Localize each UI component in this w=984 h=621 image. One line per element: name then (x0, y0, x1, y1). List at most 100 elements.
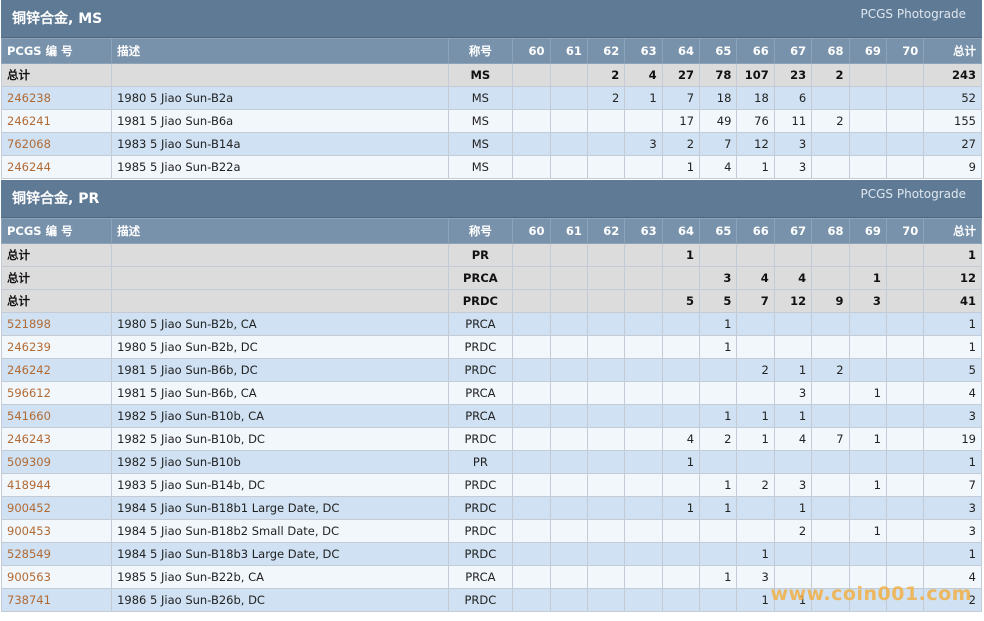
grade-count-cell (885, 155, 925, 179)
column-header-row: PCGS 编 号描述 称号 60 61 62 63 64 65 66 67 68 69 70 总计 (0, 38, 982, 64)
grade-count-cell (848, 358, 887, 382)
grade-count-cell (549, 542, 588, 566)
grade-count-cell (811, 132, 850, 156)
pcgs-number-link[interactable]: 246243 (7, 432, 51, 446)
grade-count-cell (624, 312, 663, 336)
grade-count-cell (848, 335, 887, 359)
pcgs-number-link[interactable]: 509309 (7, 455, 51, 469)
description-cell: 1986 5 Jiao Sun-B26b, DC (111, 588, 449, 612)
grade-count-cell (624, 381, 663, 405)
grade-count-cell (624, 427, 663, 451)
grade-count-cell (811, 335, 850, 359)
grade-count-cell: 17 (661, 109, 701, 133)
pcgs-number-link[interactable]: 246244 (7, 160, 51, 174)
table-row: 762068 1983 5 Jiao Sun-B14a MS 3 2 7 12 3 27 (0, 132, 982, 156)
pcgs-number-cell: 762068 (0, 132, 113, 156)
total-label: 总计 (0, 266, 113, 290)
table-row: 738741 1986 5 Jiao Sun-B26b, DC PRDC 1 1 2 (0, 588, 982, 612)
description-cell: 1984 5 Jiao Sun-B18b3 Large Date, DC (111, 542, 449, 566)
grade-count-cell: 2 (586, 63, 626, 87)
grade-count-cell (549, 155, 588, 179)
column-header: 64 (661, 38, 701, 64)
pcgs-number-cell: 900453 (0, 519, 113, 543)
grade-count-cell (736, 450, 775, 474)
grade-count-cell (549, 335, 588, 359)
table-row: 521898 1980 5 Jiao Sun-B2b, CA PRCA 1 1 (0, 312, 982, 336)
pcgs-number-link[interactable]: 418944 (7, 478, 51, 492)
grade-count-cell (586, 565, 626, 589)
grade-count-cell (848, 450, 887, 474)
grade-count-cell: 1 (773, 588, 813, 612)
grade-count-cell (661, 312, 701, 336)
grade-count-cell (624, 404, 663, 428)
designation-cell: MS (447, 109, 514, 133)
grade-count-cell (586, 496, 626, 520)
pcgs-number-link[interactable]: 900452 (7, 501, 51, 515)
pcgs-number-link[interactable]: 246238 (7, 91, 51, 105)
grade-count-cell (512, 473, 551, 497)
total-row: 总计 PR 1 1 (0, 243, 982, 267)
grade-count-cell: 2 (699, 427, 738, 451)
designation-cell: MS (447, 63, 514, 87)
total-label: 总计 (0, 289, 113, 313)
grade-count-cell: 1 (699, 473, 738, 497)
pcgs-number-link[interactable]: 596612 (7, 386, 51, 400)
grade-count-cell (624, 266, 663, 290)
grade-count-cell (885, 427, 925, 451)
grade-count-cell (885, 588, 925, 612)
grade-count-cell (699, 519, 738, 543)
grade-count-cell (549, 312, 588, 336)
grade-count-cell: 1 (736, 427, 775, 451)
table-row: 246242 1981 5 Jiao Sun-B6b, DC PRDC 2 1 2 5 (0, 358, 982, 382)
grade-count-cell (512, 266, 551, 290)
description-cell: 1982 5 Jiao Sun-B10b, DC (111, 427, 449, 451)
pcgs-number-cell: 246243 (0, 427, 113, 451)
grade-count-cell (624, 109, 663, 133)
grade-count-cell (661, 588, 701, 612)
pcgs-number-link[interactable]: 900453 (7, 524, 51, 538)
grade-count-cell: 4 (773, 266, 813, 290)
row-total-cell: 1 (923, 243, 982, 267)
pcgs-number-link[interactable]: 738741 (7, 593, 51, 607)
grade-count-cell (885, 496, 925, 520)
column-header: 称号 (447, 218, 514, 244)
description-cell: 1980 5 Jiao Sun-B2b, DC (111, 335, 449, 359)
grade-count-cell (848, 243, 887, 267)
grade-count-cell: 76 (736, 109, 775, 133)
table-row: 246239 1980 5 Jiao Sun-B2b, DC PRDC 1 1 (0, 335, 982, 359)
grade-count-cell (811, 473, 850, 497)
description-cell: 1984 5 Jiao Sun-B18b1 Large Date, DC (111, 496, 449, 520)
description-cell: 1983 5 Jiao Sun-B14a (111, 132, 449, 156)
pcgs-number-link[interactable]: 541660 (7, 409, 51, 423)
table-row: 246238 1980 5 Jiao Sun-B2a MS 2 1 7 18 18 6 52 (0, 86, 982, 110)
grade-count-cell (549, 565, 588, 589)
description-cell: 1982 5 Jiao Sun-B10b (111, 450, 449, 474)
pcgs-number-link[interactable]: 246242 (7, 363, 51, 377)
grade-count-cell (549, 404, 588, 428)
grade-count-cell: 3 (699, 266, 738, 290)
pcgs-number-link[interactable]: 900563 (7, 570, 51, 584)
total-label: 总计 (0, 63, 113, 87)
grade-count-cell: 1 (699, 335, 738, 359)
pcgs-number-link[interactable]: 246241 (7, 114, 51, 128)
grade-count-cell: 2 (811, 63, 850, 87)
description-cell: 1980 5 Jiao Sun-B2b, CA (111, 312, 449, 336)
table-row: 528549 1984 5 Jiao Sun-B18b3 Large Date, … (0, 542, 982, 566)
grade-count-cell (512, 312, 551, 336)
grade-count-cell (512, 381, 551, 405)
grade-count-cell (661, 266, 701, 290)
grade-count-cell: 1 (848, 519, 887, 543)
pcgs-number-link[interactable]: 521898 (7, 317, 51, 331)
grade-count-cell (512, 335, 551, 359)
pcgs-number-link[interactable]: 246239 (7, 340, 51, 354)
grade-count-cell (512, 427, 551, 451)
grade-count-cell (699, 358, 738, 382)
description-cell (111, 289, 449, 313)
pcgs-number-link[interactable]: 762068 (7, 137, 51, 151)
grade-count-cell (811, 381, 850, 405)
row-total-cell: 19 (923, 427, 982, 451)
grade-count-cell (773, 450, 813, 474)
pcgs-number-link[interactable]: 528549 (7, 547, 51, 561)
column-header: 67 (773, 38, 813, 64)
